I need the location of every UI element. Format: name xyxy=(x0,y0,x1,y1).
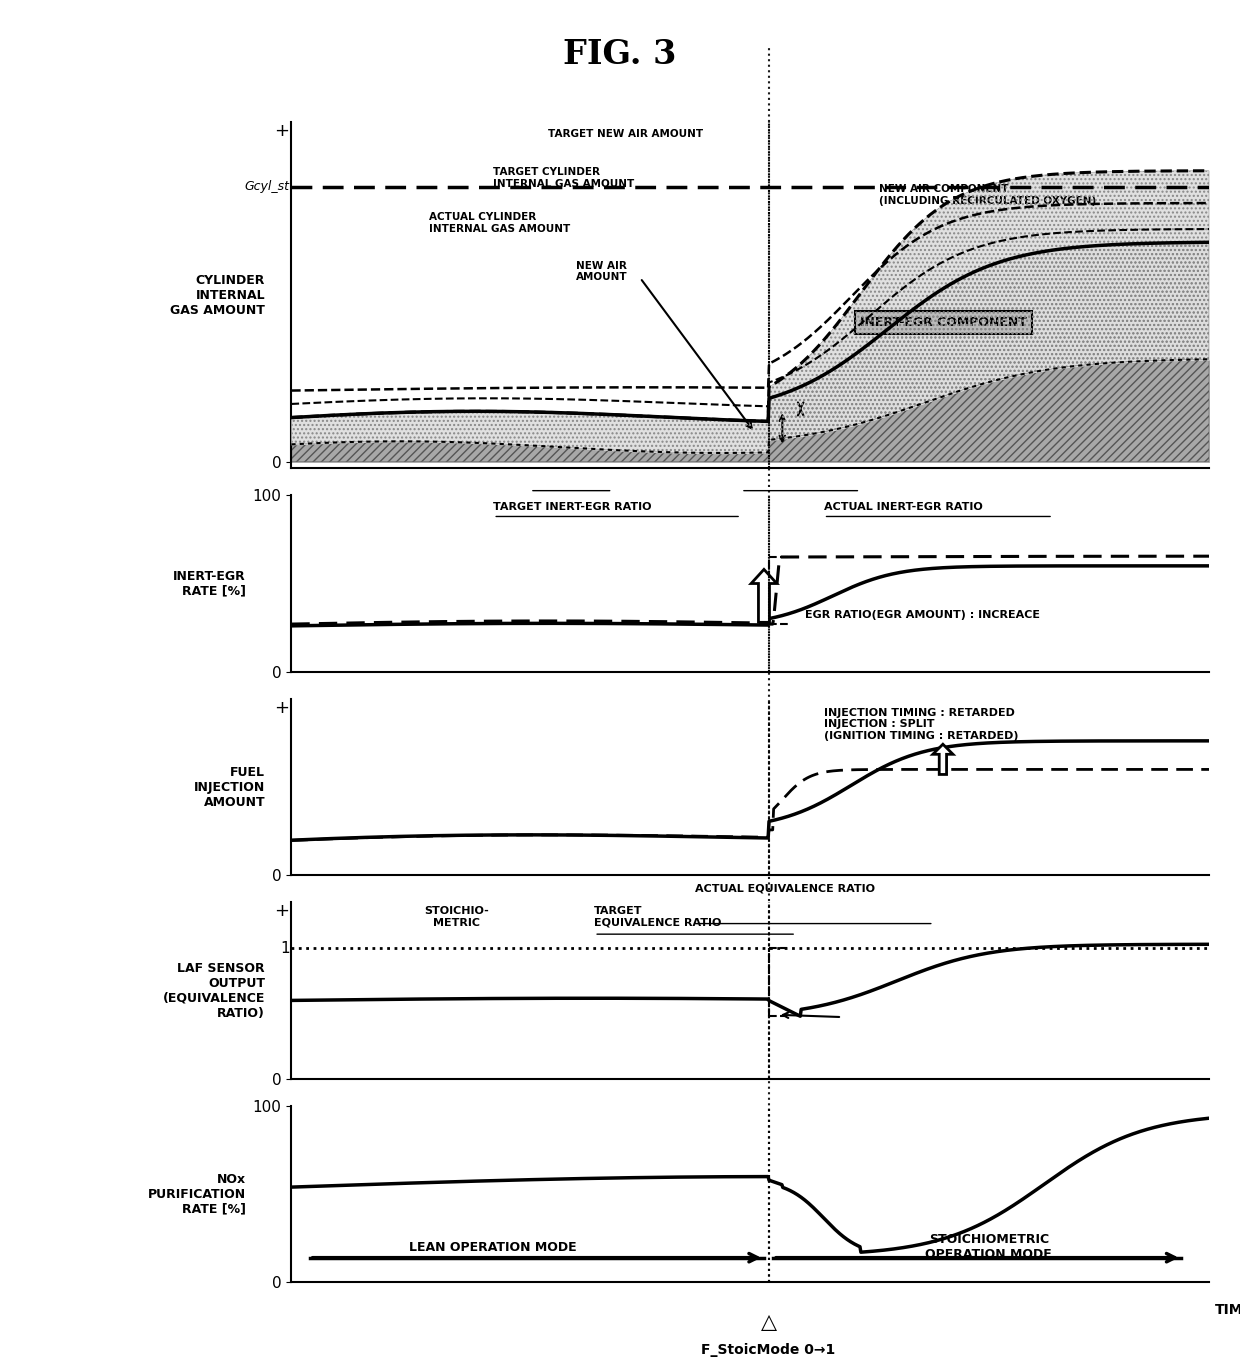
Text: +: + xyxy=(274,122,290,140)
Text: TARGET INERT-
· EGR AMOUNT: TARGET INERT- · EGR AMOUNT xyxy=(763,495,848,517)
Text: ACTUAL INERT-
EGR AMOUNT: ACTUAL INERT- EGR AMOUNT xyxy=(523,495,610,517)
Y-axis label: NOx
PURIFICATION
RATE [%]: NOx PURIFICATION RATE [%] xyxy=(148,1172,246,1216)
Text: TARGET INERT-EGR RATIO: TARGET INERT-EGR RATIO xyxy=(494,502,652,513)
Text: △: △ xyxy=(760,1312,776,1333)
Text: FIG. 3: FIG. 3 xyxy=(563,38,677,71)
Text: INJECTION TIMING : RETARDED
INJECTION : SPLIT
(IGNITION TIMING : RETARDED): INJECTION TIMING : RETARDED INJECTION : … xyxy=(823,708,1018,741)
Text: 1: 1 xyxy=(280,940,290,955)
Text: EGR RATIO(EGR AMOUNT) : INCREACE: EGR RATIO(EGR AMOUNT) : INCREACE xyxy=(805,611,1040,620)
Y-axis label: CYLINDER
INTERNAL
GAS AMOUNT: CYLINDER INTERNAL GAS AMOUNT xyxy=(170,274,265,316)
Text: ACTUAL EQUIVALENCE RATIO: ACTUAL EQUIVALENCE RATIO xyxy=(696,883,875,894)
FancyArrow shape xyxy=(751,570,776,623)
Text: +: + xyxy=(274,902,290,920)
Text: Gcyl_st: Gcyl_st xyxy=(244,180,290,193)
Y-axis label: LAF SENSOR
OUTPUT
(EQUIVALENCE
RATIO): LAF SENSOR OUTPUT (EQUIVALENCE RATIO) xyxy=(162,962,265,1019)
Text: TARGET CYLINDER
INTERNAL GAS AMOUNT: TARGET CYLINDER INTERNAL GAS AMOUNT xyxy=(494,167,635,189)
Text: TIME: TIME xyxy=(1215,1303,1240,1316)
Text: TARGET NEW AIR AMOUNT: TARGET NEW AIR AMOUNT xyxy=(548,129,703,138)
Text: ACTUAL CYLINDER
INTERNAL GAS AMOUNT: ACTUAL CYLINDER INTERNAL GAS AMOUNT xyxy=(429,212,570,233)
FancyArrow shape xyxy=(932,744,954,775)
Text: INERT-EGR COMPONENT: INERT-EGR COMPONENT xyxy=(861,316,1027,330)
Text: +: + xyxy=(274,699,290,716)
Text: STOICHIO-
METRIC: STOICHIO- METRIC xyxy=(424,906,489,928)
Text: F_StoicMode 0→1: F_StoicMode 0→1 xyxy=(702,1343,836,1357)
Y-axis label: INERT-EGR
RATE [%]: INERT-EGR RATE [%] xyxy=(174,570,246,597)
Text: TARGET
EQUIVALENCE RATIO: TARGET EQUIVALENCE RATIO xyxy=(594,906,722,928)
Text: LEAN OPERATION MODE: LEAN OPERATION MODE xyxy=(409,1240,577,1254)
Text: NEW AIR
AMOUNT: NEW AIR AMOUNT xyxy=(575,261,627,282)
Text: STOICHIOMETRIC
OPERATION MODE: STOICHIOMETRIC OPERATION MODE xyxy=(925,1234,1053,1261)
Text: ACTUAL INERT-EGR RATIO: ACTUAL INERT-EGR RATIO xyxy=(823,502,982,513)
Text: NEW AIR COMPONENT
(INCLUDING RECIRCULATED OXYGEN): NEW AIR COMPONENT (INCLUDING RECIRCULATE… xyxy=(879,185,1096,206)
Y-axis label: FUEL
INJECTION
AMOUNT: FUEL INJECTION AMOUNT xyxy=(193,765,265,809)
